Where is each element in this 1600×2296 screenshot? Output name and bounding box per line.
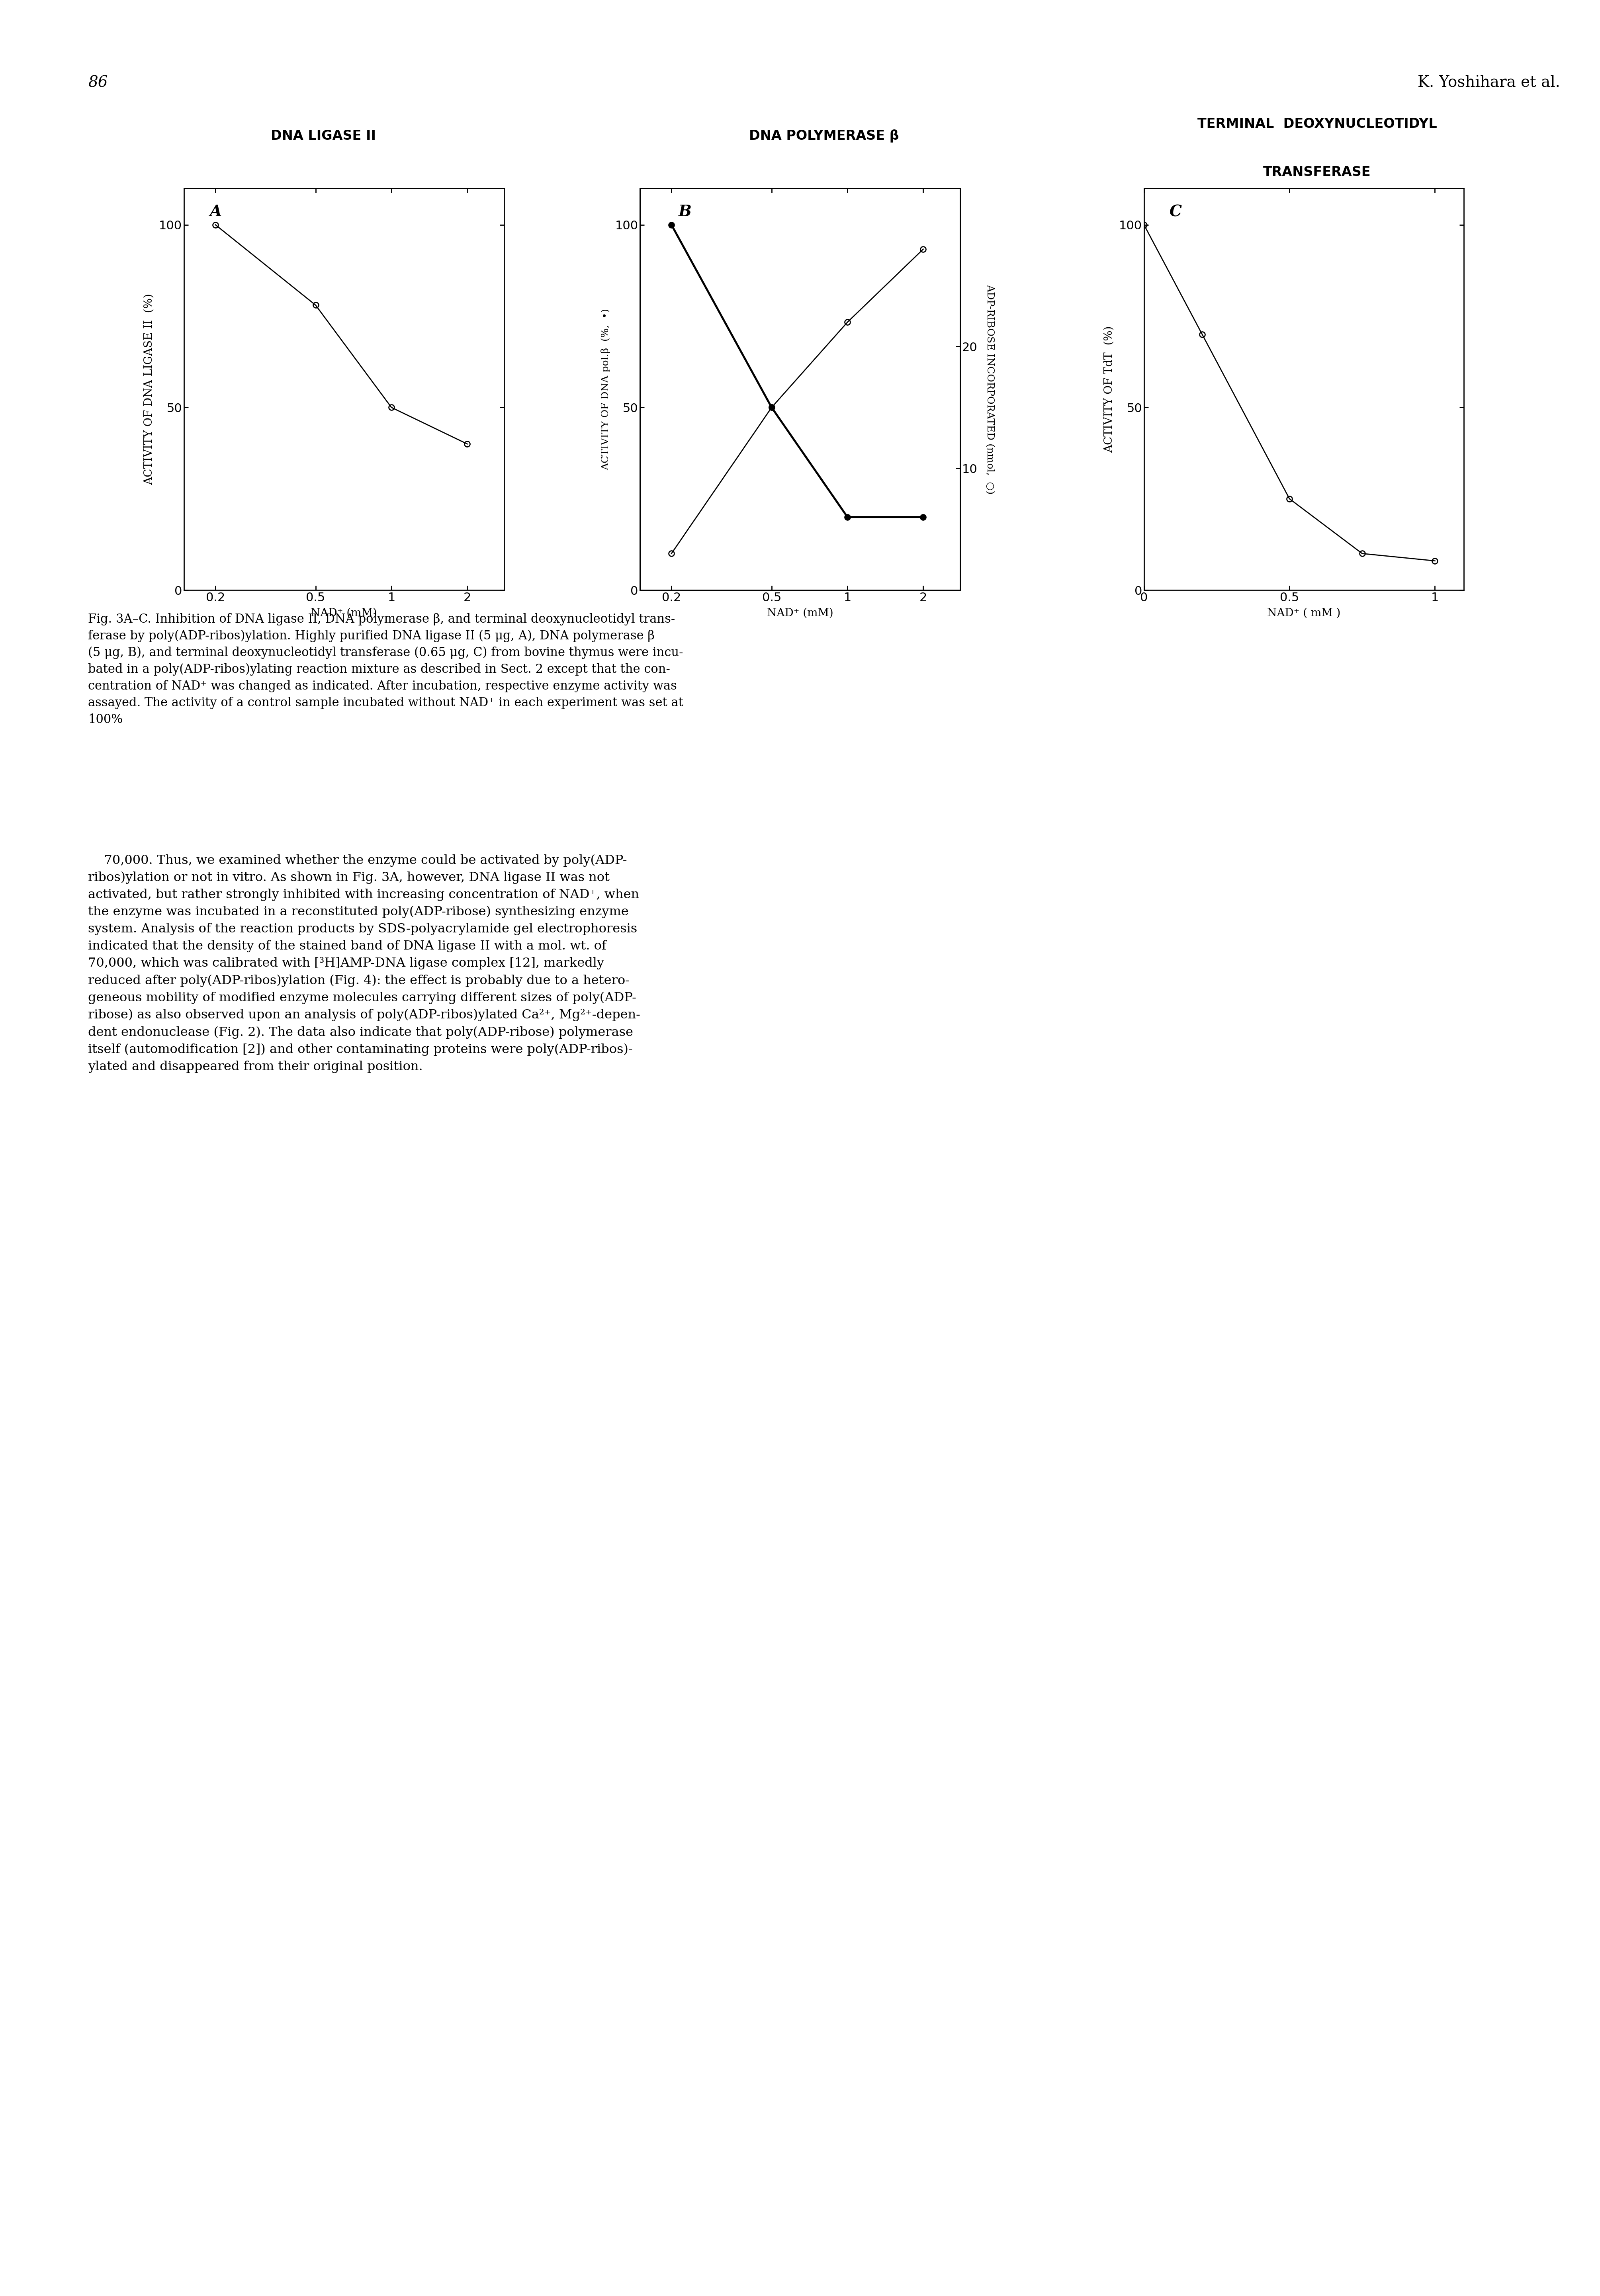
- X-axis label: NAD⁺ ( mM ): NAD⁺ ( mM ): [1267, 608, 1341, 618]
- Y-axis label: ADP-RIBOSE INCORPORATED (nmol,  ○): ADP-RIBOSE INCORPORATED (nmol, ○): [986, 285, 994, 494]
- Text: TERMINAL  DEOXYNUCLEOTIDYL: TERMINAL DEOXYNUCLEOTIDYL: [1197, 117, 1437, 131]
- Text: 86: 86: [88, 76, 107, 90]
- Text: DNA POLYMERASE β: DNA POLYMERASE β: [749, 129, 899, 142]
- X-axis label: NAD⁺ (mM): NAD⁺ (mM): [766, 608, 834, 618]
- Text: B: B: [678, 204, 691, 220]
- Y-axis label: ACTIVITY OF TdT  (%): ACTIVITY OF TdT (%): [1104, 326, 1115, 452]
- Text: A: A: [210, 204, 221, 220]
- Y-axis label: ACTIVITY OF DNA LIGASE II  (%): ACTIVITY OF DNA LIGASE II (%): [144, 294, 155, 484]
- X-axis label: NAD⁺ (mM): NAD⁺ (mM): [310, 608, 378, 618]
- Text: K. Yoshihara et al.: K. Yoshihara et al.: [1418, 76, 1560, 90]
- Y-axis label: ACTIVITY OF DNA pol.β  (%,  •): ACTIVITY OF DNA pol.β (%, •): [602, 308, 611, 471]
- Text: DNA LIGASE II: DNA LIGASE II: [270, 129, 376, 142]
- Text: TRANSFERASE: TRANSFERASE: [1264, 165, 1371, 179]
- Text: C: C: [1170, 204, 1182, 220]
- Text: Fig. 3A–C. Inhibition of DNA ligase II, DNA polymerase β, and terminal deoxynucl: Fig. 3A–C. Inhibition of DNA ligase II, …: [88, 613, 683, 726]
- Text: 70,000. Thus, we examined whether the enzyme could be activated by poly(ADP-
rib: 70,000. Thus, we examined whether the en…: [88, 854, 640, 1072]
